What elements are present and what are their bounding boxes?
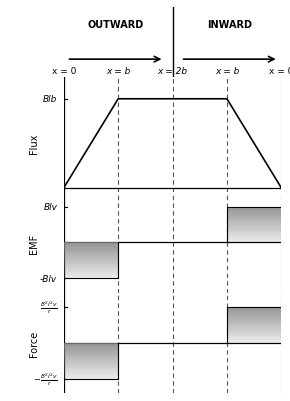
Text: x = 0: x = 0 — [269, 67, 290, 76]
Text: INWARD: INWARD — [207, 20, 252, 30]
Text: x = 2b: x = 2b — [157, 67, 188, 76]
Text: Blb: Blb — [43, 95, 57, 104]
Text: EMF: EMF — [29, 233, 39, 253]
Text: x = b: x = b — [106, 67, 130, 76]
Text: Force: Force — [29, 330, 39, 356]
Text: x = b: x = b — [215, 67, 239, 76]
Text: Blv: Blv — [43, 203, 57, 212]
Text: -Blv: -Blv — [40, 274, 57, 283]
Text: x = 0: x = 0 — [52, 67, 76, 76]
Text: $-\frac{B^2l^2v}{r}$: $-\frac{B^2l^2v}{r}$ — [32, 371, 57, 387]
Text: $\frac{B^2l^2v}{r}$: $\frac{B^2l^2v}{r}$ — [39, 299, 57, 316]
Text: OUTWARD: OUTWARD — [87, 20, 144, 30]
Text: Flux: Flux — [29, 134, 39, 154]
